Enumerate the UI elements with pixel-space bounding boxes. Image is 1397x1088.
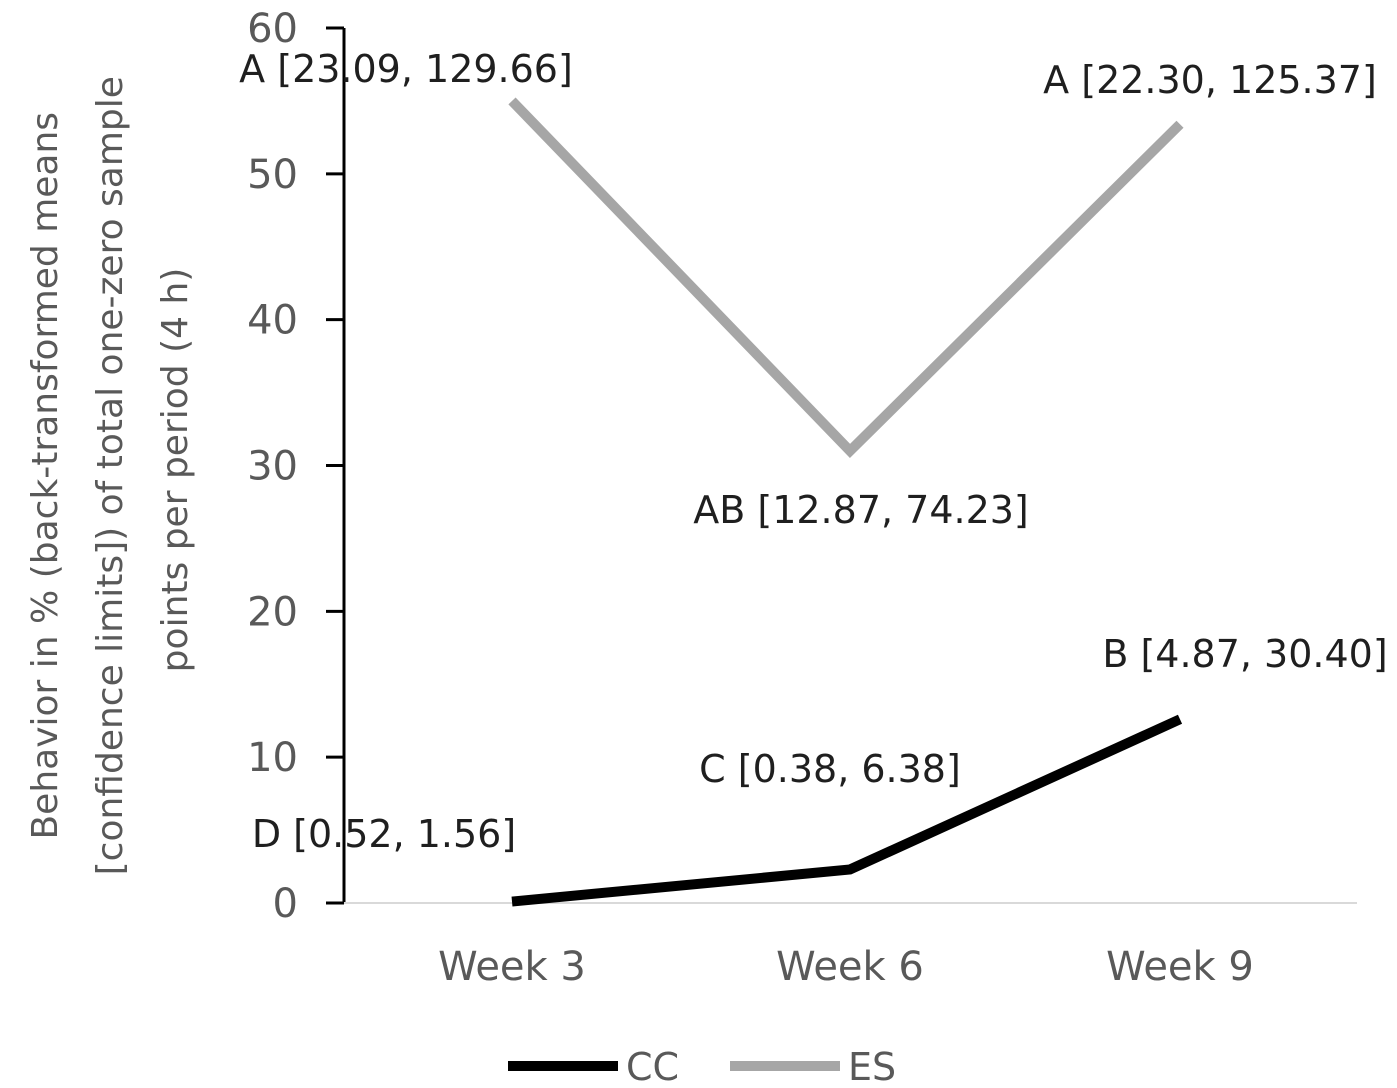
y-tick-group: 0 10 20 30 40 50 60 xyxy=(247,6,344,927)
annotation-group: D [0.52, 1.56] C [0.38, 6.38] B [4.87, 30.… xyxy=(239,47,1388,856)
y-tick-label: 60 xyxy=(247,6,298,52)
y-tick-label: 40 xyxy=(247,298,298,344)
y-axis-label-line-3: points per period (4 h) xyxy=(155,268,196,673)
legend: CC ES xyxy=(508,1045,896,1088)
data-label-cc: C [0.38, 6.38] xyxy=(699,747,961,791)
x-tick-label: Week 3 xyxy=(438,944,586,990)
y-tick-label: 30 xyxy=(247,444,298,490)
legend-label-es: ES xyxy=(848,1045,896,1088)
series-line-cc xyxy=(511,714,1183,907)
data-label-cc: B [4.87, 30.40] xyxy=(1102,632,1387,676)
x-tick-group: Week 3 Week 6 Week 9 xyxy=(438,944,1254,990)
y-tick-label: 0 xyxy=(273,881,298,927)
x-tick-label: Week 9 xyxy=(1106,944,1254,990)
data-label-cc: D [0.52, 1.56] xyxy=(252,812,516,856)
x-tick-label: Week 6 xyxy=(776,944,924,990)
y-axis-label: Behavior in % (back-transformed means [c… xyxy=(25,65,196,876)
y-axis-label-line-1: Behavior in % (back-transformed means xyxy=(25,112,66,840)
series-line-es xyxy=(508,97,1184,459)
legend-label-cc: CC xyxy=(626,1045,679,1088)
data-label-es: A [23.09, 129.66] xyxy=(239,47,573,91)
data-label-es: AB [12.87, 74.23] xyxy=(693,488,1029,532)
y-tick-label: 20 xyxy=(247,589,298,635)
series-group xyxy=(508,97,1184,907)
y-axis-label-line-2: [confidence limits]) of total one-zero s… xyxy=(90,76,131,875)
data-label-es: A [22.30, 125.37] xyxy=(1043,58,1377,102)
y-tick-label: 10 xyxy=(247,735,298,781)
y-tick-label: 50 xyxy=(247,152,298,198)
